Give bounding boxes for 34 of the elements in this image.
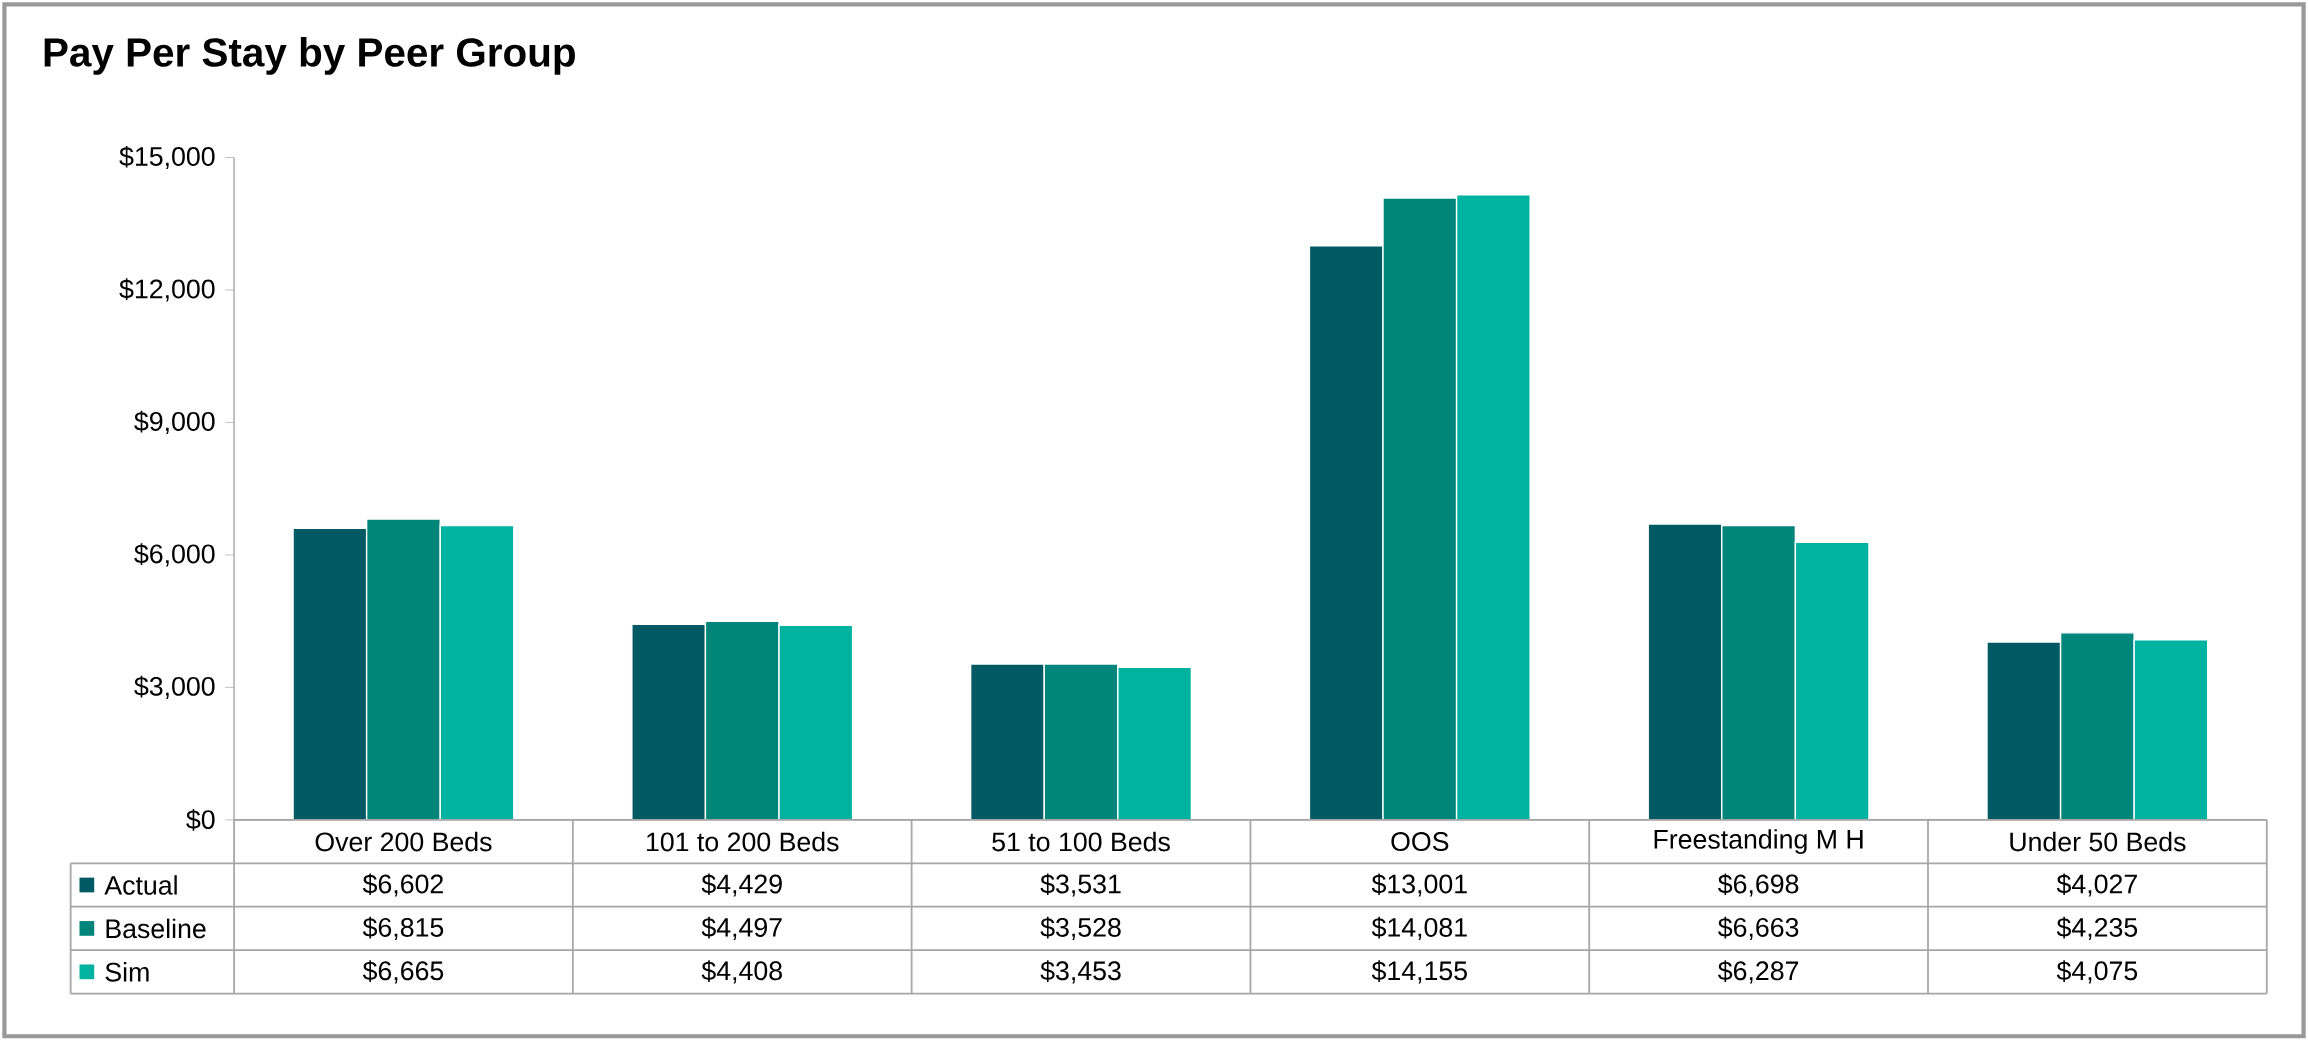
data-label: $6,665 bbox=[362, 960, 444, 984]
legend-label: Actual bbox=[104, 875, 177, 895]
y-tick-label: $6,000 bbox=[134, 543, 215, 567]
y-tick-label: $0 bbox=[186, 809, 215, 831]
legend-label: Baseline bbox=[106, 918, 206, 939]
data-label: $3,528 bbox=[1040, 916, 1121, 941]
data-label: $4,497 bbox=[701, 916, 782, 941]
data-label: $14,155 bbox=[1371, 960, 1467, 984]
chart-title: Pay Per Stay by Peer Group bbox=[44, 37, 575, 75]
legend-label: Sim bbox=[105, 962, 149, 982]
data-label: $13,001 bbox=[1371, 873, 1467, 897]
data-label: $4,429 bbox=[701, 873, 782, 897]
data-label: $4,235 bbox=[2056, 916, 2138, 941]
data-label: $6,602 bbox=[362, 873, 443, 897]
x-tick-label: Over 200 Beds bbox=[315, 831, 492, 852]
data-label: $14,081 bbox=[1371, 916, 1467, 941]
y-tick-label: $12,000 bbox=[119, 278, 215, 302]
data-label: $6,698 bbox=[1718, 873, 1799, 897]
x-tick-label: OOS bbox=[1391, 832, 1449, 852]
data-label: $6,815 bbox=[362, 916, 444, 941]
data-label: $4,408 bbox=[701, 960, 782, 984]
data-label: $6,663 bbox=[1718, 916, 1799, 941]
x-tick-label: Freestanding M H bbox=[1654, 829, 1863, 855]
x-tick-label: 101 to 200 Beds bbox=[647, 831, 839, 852]
x-tick-label: 51 to 100 Beds bbox=[992, 831, 1170, 852]
y-tick-label: $15,000 bbox=[119, 146, 215, 170]
data-label: $6,287 bbox=[1718, 960, 1799, 984]
y-tick-label: $9,000 bbox=[134, 411, 215, 435]
y-tick-label: $3,000 bbox=[134, 675, 215, 700]
data-label: $4,027 bbox=[2056, 873, 2137, 897]
x-tick-label: Under 50 Beds bbox=[2010, 831, 2186, 852]
data-label: $4,075 bbox=[2056, 960, 2138, 984]
data-label: $3,453 bbox=[1040, 960, 1121, 984]
data-label: $3,531 bbox=[1040, 873, 1121, 897]
